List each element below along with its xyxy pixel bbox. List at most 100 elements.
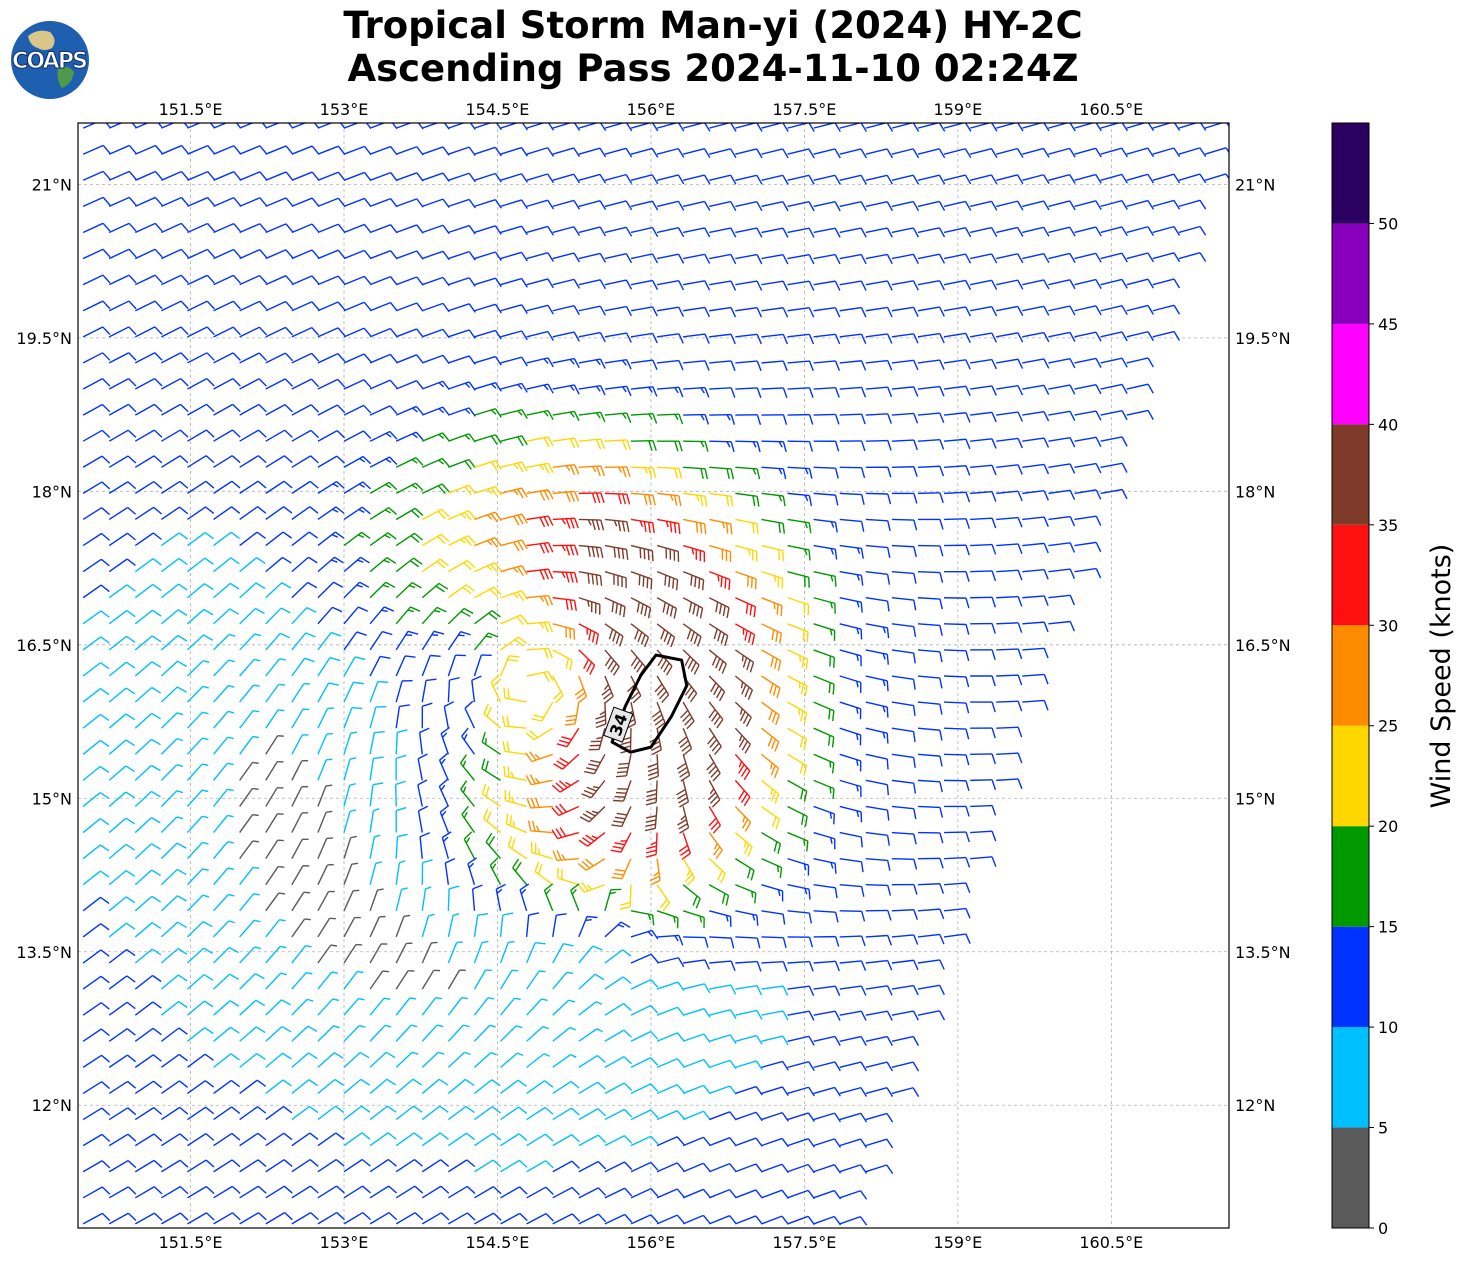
wind-barb bbox=[160, 506, 189, 521]
wind-barb bbox=[578, 1028, 603, 1042]
colorbar-bin bbox=[1332, 524, 1369, 626]
wind-barb bbox=[552, 943, 574, 964]
wind-barb bbox=[395, 1078, 423, 1094]
wind-barb bbox=[708, 832, 723, 860]
wind-barb bbox=[787, 753, 808, 776]
wind-barb bbox=[970, 622, 996, 634]
wind-barb bbox=[213, 1000, 240, 1016]
wind-barb bbox=[187, 531, 214, 547]
wind-barb bbox=[604, 173, 633, 184]
wind-barb bbox=[467, 857, 477, 885]
wind-barb bbox=[291, 918, 311, 938]
wind-barb bbox=[213, 659, 235, 677]
wind-barb bbox=[526, 647, 553, 659]
wind-barb bbox=[421, 1105, 449, 1121]
wind-barb bbox=[239, 999, 266, 1016]
wind-barb bbox=[1126, 383, 1154, 394]
wind-barb bbox=[1100, 357, 1128, 368]
wind-barb bbox=[735, 280, 763, 291]
wind-barb bbox=[82, 558, 110, 573]
colorbar-label: 20 bbox=[1378, 817, 1398, 836]
wind-barb bbox=[735, 148, 763, 159]
wind-barb bbox=[943, 279, 972, 291]
title-line-2: Ascending Pass 2024-11-10 02:24Z bbox=[347, 47, 1079, 90]
wind-barb bbox=[944, 465, 971, 476]
wind-barb bbox=[656, 1006, 685, 1016]
colorbar-frame bbox=[1331, 122, 1370, 1229]
wind-barb bbox=[291, 1211, 319, 1225]
wind-barb bbox=[1074, 331, 1102, 342]
wind-barb bbox=[422, 224, 450, 235]
wind-barb bbox=[422, 146, 450, 156]
wind-barb bbox=[682, 1033, 711, 1043]
wind-barb bbox=[161, 196, 189, 208]
wind-barb bbox=[448, 277, 476, 287]
wind-barbs bbox=[82, 123, 1229, 1226]
wind-barb bbox=[395, 328, 424, 338]
wind-barb bbox=[134, 1054, 162, 1068]
wind-barb bbox=[1100, 173, 1128, 184]
wind-barb bbox=[630, 544, 654, 562]
wind-barb bbox=[578, 411, 606, 423]
wind-barb bbox=[709, 387, 736, 398]
wind-barb bbox=[421, 941, 438, 964]
wind-barb bbox=[317, 1185, 345, 1199]
wind-barb bbox=[160, 609, 188, 625]
wind-barb bbox=[134, 1001, 162, 1016]
wind-barb bbox=[656, 279, 685, 291]
wind-barb bbox=[656, 253, 685, 264]
wind-barb bbox=[369, 171, 398, 182]
wind-barb bbox=[500, 123, 528, 131]
wind-barb bbox=[578, 915, 598, 938]
wind-barb bbox=[813, 1086, 841, 1097]
wind-barb bbox=[1048, 252, 1076, 263]
wind-barb bbox=[343, 997, 365, 1016]
wind-barb bbox=[570, 883, 580, 912]
wind-barb bbox=[291, 812, 309, 833]
wind-barb bbox=[917, 701, 943, 715]
wind-barb bbox=[474, 225, 502, 235]
wind-barb bbox=[865, 492, 892, 505]
wind-barb bbox=[996, 123, 1024, 132]
wind-barb bbox=[418, 727, 430, 755]
wind-barb bbox=[761, 174, 789, 185]
wind-barb bbox=[761, 1010, 789, 1021]
wind-barb bbox=[644, 806, 658, 832]
wind-barb bbox=[291, 734, 309, 755]
wind-barb bbox=[735, 360, 762, 372]
wind-barb bbox=[421, 969, 441, 990]
wind-barb bbox=[564, 701, 580, 726]
wind-barb bbox=[944, 518, 971, 529]
wind-barb bbox=[630, 518, 655, 534]
wind-barb bbox=[917, 933, 945, 945]
wind-barb bbox=[578, 1213, 607, 1225]
wind-barb bbox=[787, 960, 814, 972]
wind-barb bbox=[317, 917, 336, 938]
wind-barb bbox=[1022, 200, 1050, 211]
wind-barb bbox=[82, 300, 111, 312]
wind-barb bbox=[369, 197, 398, 208]
wind-barb bbox=[996, 778, 1023, 790]
wind-barb bbox=[317, 784, 333, 807]
wind-barb bbox=[996, 648, 1023, 660]
wind-barb bbox=[839, 960, 867, 971]
wind-barb bbox=[317, 430, 346, 442]
wind-barb bbox=[944, 701, 970, 714]
wind-barb bbox=[525, 727, 554, 741]
wind-barb bbox=[1048, 594, 1076, 606]
wind-barb bbox=[761, 701, 780, 726]
wind-barb bbox=[630, 359, 658, 370]
wind-barb bbox=[1048, 436, 1076, 448]
wind-barb bbox=[369, 834, 381, 859]
wind-barb bbox=[265, 892, 286, 912]
wind-barb bbox=[787, 985, 815, 996]
wind-barb bbox=[187, 274, 215, 286]
wind-barb bbox=[839, 492, 865, 505]
wind-barb bbox=[676, 754, 691, 782]
wind-barb bbox=[187, 300, 215, 312]
wind-barb bbox=[761, 148, 789, 159]
wind-barb bbox=[317, 378, 346, 390]
wind-barb bbox=[552, 1160, 580, 1173]
wind-barb bbox=[630, 1187, 659, 1199]
wind-barb bbox=[865, 1087, 894, 1097]
